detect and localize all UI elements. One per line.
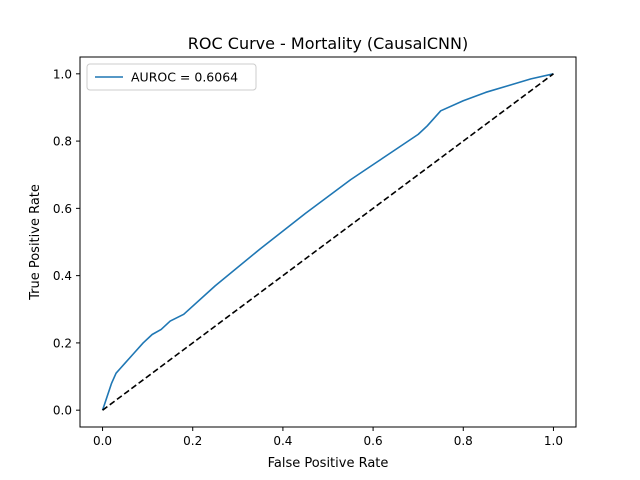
legend-label: AUROC = 0.6064 bbox=[131, 70, 238, 85]
y-axis-label: True Positive Rate bbox=[28, 184, 43, 301]
legend: AUROC = 0.6064 bbox=[86, 63, 257, 91]
x-tick-label: 1.0 bbox=[544, 434, 563, 448]
series-layer bbox=[101, 73, 554, 411]
roc-curve-line bbox=[101, 73, 554, 411]
ticks-layer: 0.0 0.2 0.4 0.6 0.8 1.0 0.0 0.2 0.4 0.6 0.8 1.0 bbox=[53, 67, 563, 448]
chance-diagonal-line bbox=[102, 73, 554, 411]
legend-box bbox=[86, 63, 257, 91]
y-tick-label: 0.0 bbox=[53, 404, 72, 418]
chart-title: ROC Curve - Mortality (CausalCNN) bbox=[188, 34, 468, 53]
y-tick-label: 0.6 bbox=[53, 202, 72, 216]
x-axis-label: False Positive Rate bbox=[268, 456, 389, 471]
y-tick-label: 0.8 bbox=[53, 135, 72, 149]
y-tick-label: 0.2 bbox=[53, 336, 72, 350]
y-tick-label: 0.4 bbox=[53, 269, 72, 283]
x-tick-label: 0.4 bbox=[273, 434, 292, 448]
axes-frame bbox=[79, 56, 577, 428]
y-tick-label: 1.0 bbox=[53, 67, 72, 81]
x-tick-label: 0.8 bbox=[454, 434, 473, 448]
x-tick-label: 0.6 bbox=[364, 434, 383, 448]
x-tick-label: 0.2 bbox=[183, 434, 202, 448]
x-tick-label: 0.0 bbox=[93, 434, 112, 448]
